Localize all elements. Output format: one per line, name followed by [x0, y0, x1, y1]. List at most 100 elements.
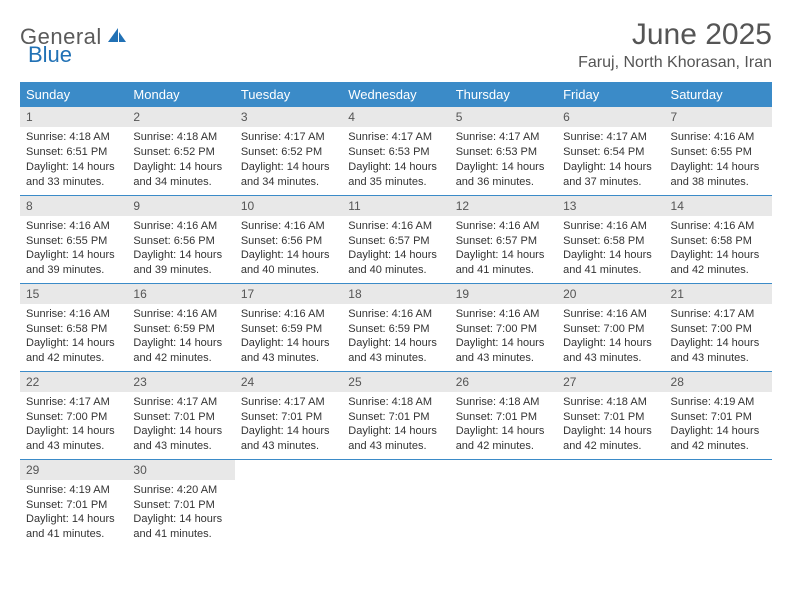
sunset-line: Sunset: 6:56 PM: [241, 234, 336, 249]
day-number: 24: [235, 372, 342, 392]
header: General June 2025 Faruj, North Khorasan,…: [20, 18, 772, 76]
day-data: Sunrise: 4:16 AMSunset: 6:56 PMDaylight:…: [127, 216, 234, 282]
sunrise-line: Sunrise: 4:16 AM: [456, 219, 551, 234]
daylight-line: Daylight: 14 hours and 43 minutes.: [348, 336, 443, 366]
daylight-line: Daylight: 14 hours and 36 minutes.: [456, 160, 551, 190]
daylight-line: Daylight: 14 hours and 43 minutes.: [563, 336, 658, 366]
day-data: Sunrise: 4:16 AMSunset: 6:58 PMDaylight:…: [557, 216, 664, 282]
day-number: 19: [450, 284, 557, 304]
calendar-cell: 27Sunrise: 4:18 AMSunset: 7:01 PMDayligh…: [557, 371, 664, 459]
day-number: 2: [127, 107, 234, 127]
day-number: 22: [20, 372, 127, 392]
calendar-cell: 5Sunrise: 4:17 AMSunset: 6:53 PMDaylight…: [450, 107, 557, 195]
calendar-cell: 7Sunrise: 4:16 AMSunset: 6:55 PMDaylight…: [665, 107, 772, 195]
calendar-cell: 10Sunrise: 4:16 AMSunset: 6:56 PMDayligh…: [235, 195, 342, 283]
calendar-week-row: 29Sunrise: 4:19 AMSunset: 7:01 PMDayligh…: [20, 459, 772, 547]
day-number: 6: [557, 107, 664, 127]
calendar-cell: 21Sunrise: 4:17 AMSunset: 7:00 PMDayligh…: [665, 283, 772, 371]
sunset-line: Sunset: 6:54 PM: [563, 145, 658, 160]
day-number: 14: [665, 196, 772, 216]
sunset-line: Sunset: 6:59 PM: [241, 322, 336, 337]
day-data: Sunrise: 4:16 AMSunset: 6:57 PMDaylight:…: [450, 216, 557, 282]
sunset-line: Sunset: 6:55 PM: [26, 234, 121, 249]
day-data: Sunrise: 4:17 AMSunset: 6:53 PMDaylight:…: [342, 127, 449, 193]
sunrise-line: Sunrise: 4:17 AM: [671, 307, 766, 322]
sunrise-line: Sunrise: 4:17 AM: [241, 395, 336, 410]
daylight-line: Daylight: 14 hours and 43 minutes.: [241, 336, 336, 366]
daylight-line: Daylight: 14 hours and 40 minutes.: [348, 248, 443, 278]
day-data: Sunrise: 4:16 AMSunset: 6:59 PMDaylight:…: [127, 304, 234, 370]
day-number: 25: [342, 372, 449, 392]
day-data: Sunrise: 4:16 AMSunset: 6:59 PMDaylight:…: [342, 304, 449, 370]
sunrise-line: Sunrise: 4:17 AM: [563, 130, 658, 145]
daylight-line: Daylight: 14 hours and 34 minutes.: [133, 160, 228, 190]
daylight-line: Daylight: 14 hours and 43 minutes.: [671, 336, 766, 366]
day-data: Sunrise: 4:16 AMSunset: 6:57 PMDaylight:…: [342, 216, 449, 282]
day-number: 29: [20, 460, 127, 480]
daylight-line: Daylight: 14 hours and 43 minutes.: [241, 424, 336, 454]
day-data: Sunrise: 4:20 AMSunset: 7:01 PMDaylight:…: [127, 480, 234, 546]
calendar-cell: 19Sunrise: 4:16 AMSunset: 7:00 PMDayligh…: [450, 283, 557, 371]
sunrise-line: Sunrise: 4:17 AM: [26, 395, 121, 410]
sunset-line: Sunset: 7:01 PM: [348, 410, 443, 425]
month-title: June 2025: [578, 18, 772, 52]
calendar-cell: 15Sunrise: 4:16 AMSunset: 6:58 PMDayligh…: [20, 283, 127, 371]
weekday-header: Saturday: [665, 82, 772, 107]
calendar-cell: 25Sunrise: 4:18 AMSunset: 7:01 PMDayligh…: [342, 371, 449, 459]
sunrise-line: Sunrise: 4:18 AM: [456, 395, 551, 410]
day-number: 18: [342, 284, 449, 304]
day-number: 9: [127, 196, 234, 216]
calendar-cell: ..: [557, 459, 664, 547]
sunrise-line: Sunrise: 4:17 AM: [241, 130, 336, 145]
day-number: 5: [450, 107, 557, 127]
day-data: Sunrise: 4:16 AMSunset: 6:56 PMDaylight:…: [235, 216, 342, 282]
daylight-line: Daylight: 14 hours and 42 minutes.: [26, 336, 121, 366]
calendar-week-row: 15Sunrise: 4:16 AMSunset: 6:58 PMDayligh…: [20, 283, 772, 371]
sunset-line: Sunset: 7:01 PM: [563, 410, 658, 425]
daylight-line: Daylight: 14 hours and 41 minutes.: [26, 512, 121, 542]
sunset-line: Sunset: 7:01 PM: [133, 498, 228, 513]
day-data: Sunrise: 4:18 AMSunset: 6:51 PMDaylight:…: [20, 127, 127, 193]
sunset-line: Sunset: 6:53 PM: [348, 145, 443, 160]
sunset-line: Sunset: 6:57 PM: [348, 234, 443, 249]
sunset-line: Sunset: 7:01 PM: [456, 410, 551, 425]
daylight-line: Daylight: 14 hours and 43 minutes.: [456, 336, 551, 366]
sunset-line: Sunset: 7:00 PM: [26, 410, 121, 425]
brand-word2: Blue: [28, 42, 72, 68]
calendar-body: 1Sunrise: 4:18 AMSunset: 6:51 PMDaylight…: [20, 107, 772, 547]
calendar-cell: 14Sunrise: 4:16 AMSunset: 6:58 PMDayligh…: [665, 195, 772, 283]
sunrise-line: Sunrise: 4:16 AM: [241, 219, 336, 234]
day-number: 3: [235, 107, 342, 127]
sunset-line: Sunset: 7:00 PM: [563, 322, 658, 337]
day-data: Sunrise: 4:17 AMSunset: 7:01 PMDaylight:…: [235, 392, 342, 458]
calendar-cell: 13Sunrise: 4:16 AMSunset: 6:58 PMDayligh…: [557, 195, 664, 283]
daylight-line: Daylight: 14 hours and 41 minutes.: [133, 512, 228, 542]
day-number: 17: [235, 284, 342, 304]
sunset-line: Sunset: 6:51 PM: [26, 145, 121, 160]
calendar-cell: 30Sunrise: 4:20 AMSunset: 7:01 PMDayligh…: [127, 459, 234, 547]
day-data: Sunrise: 4:17 AMSunset: 7:00 PMDaylight:…: [20, 392, 127, 458]
sunrise-line: Sunrise: 4:17 AM: [348, 130, 443, 145]
sunset-line: Sunset: 7:01 PM: [671, 410, 766, 425]
sunrise-line: Sunrise: 4:16 AM: [563, 307, 658, 322]
daylight-line: Daylight: 14 hours and 35 minutes.: [348, 160, 443, 190]
daylight-line: Daylight: 14 hours and 37 minutes.: [563, 160, 658, 190]
calendar-cell: 23Sunrise: 4:17 AMSunset: 7:01 PMDayligh…: [127, 371, 234, 459]
daylight-line: Daylight: 14 hours and 42 minutes.: [456, 424, 551, 454]
weekday-header: Friday: [557, 82, 664, 107]
calendar-cell: 6Sunrise: 4:17 AMSunset: 6:54 PMDaylight…: [557, 107, 664, 195]
sunset-line: Sunset: 6:58 PM: [671, 234, 766, 249]
day-data: Sunrise: 4:17 AMSunset: 6:54 PMDaylight:…: [557, 127, 664, 193]
sunset-line: Sunset: 6:59 PM: [133, 322, 228, 337]
day-data: Sunrise: 4:18 AMSunset: 6:52 PMDaylight:…: [127, 127, 234, 193]
sunset-line: Sunset: 7:00 PM: [456, 322, 551, 337]
sunrise-line: Sunrise: 4:18 AM: [133, 130, 228, 145]
sunset-line: Sunset: 6:53 PM: [456, 145, 551, 160]
weekday-header: Sunday: [20, 82, 127, 107]
calendar-cell: 29Sunrise: 4:19 AMSunset: 7:01 PMDayligh…: [20, 459, 127, 547]
sunrise-line: Sunrise: 4:19 AM: [671, 395, 766, 410]
sunset-line: Sunset: 6:52 PM: [241, 145, 336, 160]
calendar-cell: ..: [450, 459, 557, 547]
day-number: 10: [235, 196, 342, 216]
day-number: 11: [342, 196, 449, 216]
